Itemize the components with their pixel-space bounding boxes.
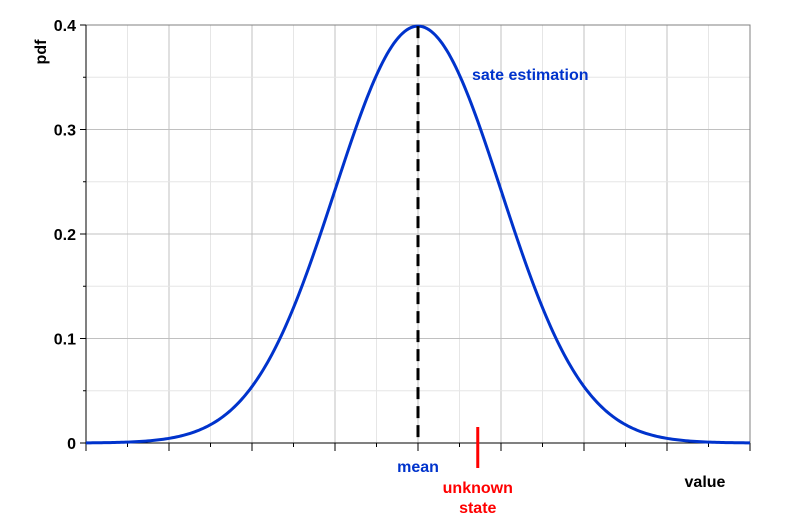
y-tick-label: 0.4 [54, 18, 76, 35]
y-axis-title: pdf [33, 39, 50, 65]
unknown-state-label-line-1: unknown [443, 480, 513, 497]
series-label-sate-estimation: sate estimation [472, 67, 588, 84]
unknown-state-label-line-2: state [459, 500, 496, 517]
y-tick-label: 0 [67, 436, 76, 453]
mean-label: mean [397, 459, 439, 476]
x-axis [85, 442, 751, 451]
y-axis: 0 0.1 0.2 0.3 0.4 [54, 18, 87, 453]
y-tick-label: 0.1 [54, 332, 76, 349]
x-axis-title: value [685, 474, 726, 491]
y-tick-label: 0.3 [54, 123, 76, 140]
y-tick-label: 0.2 [54, 227, 76, 244]
